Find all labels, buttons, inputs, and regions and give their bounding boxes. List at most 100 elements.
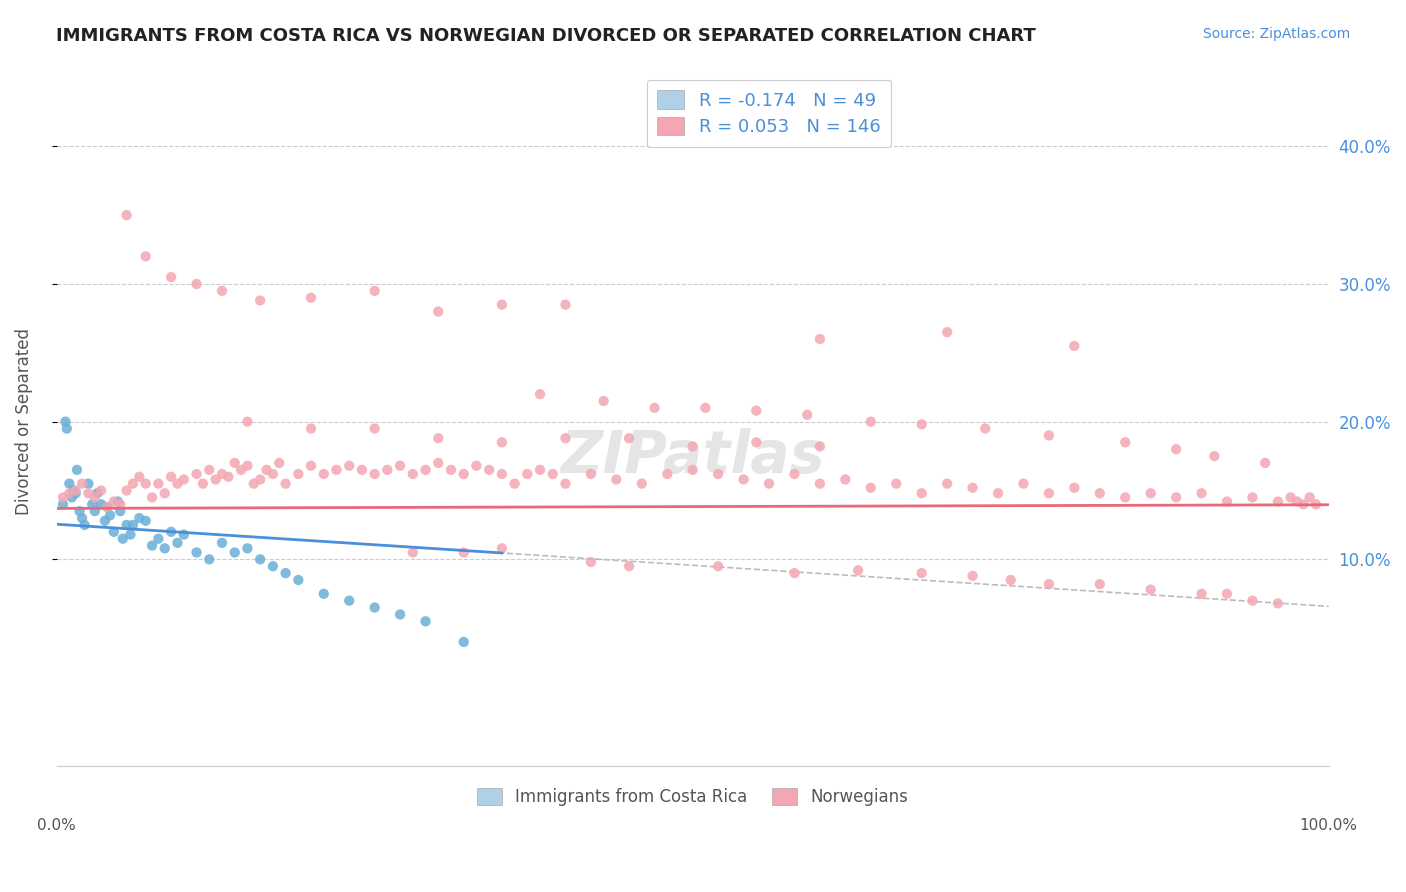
Point — [148, 532, 170, 546]
Point — [1267, 596, 1289, 610]
Point — [86, 486, 108, 500]
Point — [402, 545, 425, 559]
Point — [312, 467, 335, 481]
Point — [135, 476, 157, 491]
Point — [262, 467, 284, 481]
Point — [1038, 577, 1060, 591]
Point — [115, 517, 138, 532]
Point — [579, 555, 602, 569]
Point — [236, 458, 259, 473]
Point — [274, 566, 297, 581]
Point — [554, 476, 576, 491]
Point — [657, 467, 679, 481]
Point — [56, 421, 79, 435]
Point — [682, 463, 704, 477]
Point — [160, 469, 183, 483]
Point — [911, 417, 934, 432]
Point — [363, 600, 385, 615]
Point — [58, 476, 80, 491]
Point — [1000, 573, 1022, 587]
Point — [1012, 476, 1035, 491]
Point — [120, 527, 142, 541]
Point — [141, 539, 163, 553]
Text: IMMIGRANTS FROM COSTA RICA VS NORWEGIAN DIVORCED OR SEPARATED CORRELATION CHART: IMMIGRANTS FROM COSTA RICA VS NORWEGIAN … — [56, 27, 1036, 45]
Point — [796, 408, 818, 422]
Point — [415, 463, 437, 477]
Text: Source: ZipAtlas.com: Source: ZipAtlas.com — [1202, 27, 1350, 41]
Point — [70, 511, 93, 525]
Point — [287, 467, 309, 481]
Point — [65, 486, 87, 500]
Point — [186, 277, 208, 291]
Point — [1139, 486, 1161, 500]
Point — [153, 541, 176, 556]
Point — [1114, 435, 1136, 450]
Point — [987, 486, 1010, 500]
Point — [617, 559, 640, 574]
Point — [453, 545, 475, 559]
Point — [644, 401, 666, 415]
Point — [166, 536, 188, 550]
Point — [186, 467, 208, 481]
Point — [389, 458, 412, 473]
Point — [160, 270, 183, 285]
Point — [1038, 486, 1060, 500]
Point — [415, 615, 437, 629]
Point — [299, 421, 322, 435]
Point — [389, 607, 412, 622]
Point — [592, 394, 614, 409]
Point — [1191, 587, 1213, 601]
Point — [695, 401, 717, 415]
Point — [529, 387, 551, 401]
Point — [115, 483, 138, 498]
Point — [256, 463, 278, 477]
Point — [1114, 491, 1136, 505]
Point — [262, 559, 284, 574]
Point — [491, 541, 513, 556]
Point — [1241, 491, 1264, 505]
Point — [82, 497, 104, 511]
Point — [377, 463, 399, 477]
Point — [1088, 486, 1111, 500]
Point — [427, 456, 450, 470]
Point — [103, 524, 125, 539]
Point — [77, 486, 100, 500]
Point — [249, 473, 271, 487]
Point — [153, 486, 176, 500]
Point — [1164, 491, 1187, 505]
Point — [402, 467, 425, 481]
Point — [249, 293, 271, 308]
Point — [1279, 491, 1302, 505]
Point — [1216, 494, 1239, 508]
Point — [834, 473, 856, 487]
Point — [427, 304, 450, 318]
Point — [128, 469, 150, 483]
Point — [974, 421, 997, 435]
Point — [554, 298, 576, 312]
Point — [1216, 587, 1239, 601]
Point — [453, 635, 475, 649]
Point — [1285, 494, 1308, 508]
Point — [217, 469, 239, 483]
Text: 0.0%: 0.0% — [37, 818, 76, 832]
Point — [135, 249, 157, 263]
Point — [1254, 456, 1277, 470]
Point — [1191, 486, 1213, 500]
Point — [60, 491, 83, 505]
Point — [160, 524, 183, 539]
Point — [122, 517, 145, 532]
Point — [62, 483, 84, 498]
Point — [65, 483, 87, 498]
Point — [1305, 497, 1327, 511]
Point — [440, 463, 463, 477]
Point — [94, 514, 117, 528]
Point — [66, 463, 89, 477]
Point — [211, 536, 233, 550]
Point — [236, 415, 259, 429]
Point — [1299, 491, 1322, 505]
Point — [465, 458, 488, 473]
Point — [96, 500, 118, 514]
Point — [191, 476, 214, 491]
Point — [287, 573, 309, 587]
Point — [83, 491, 105, 505]
